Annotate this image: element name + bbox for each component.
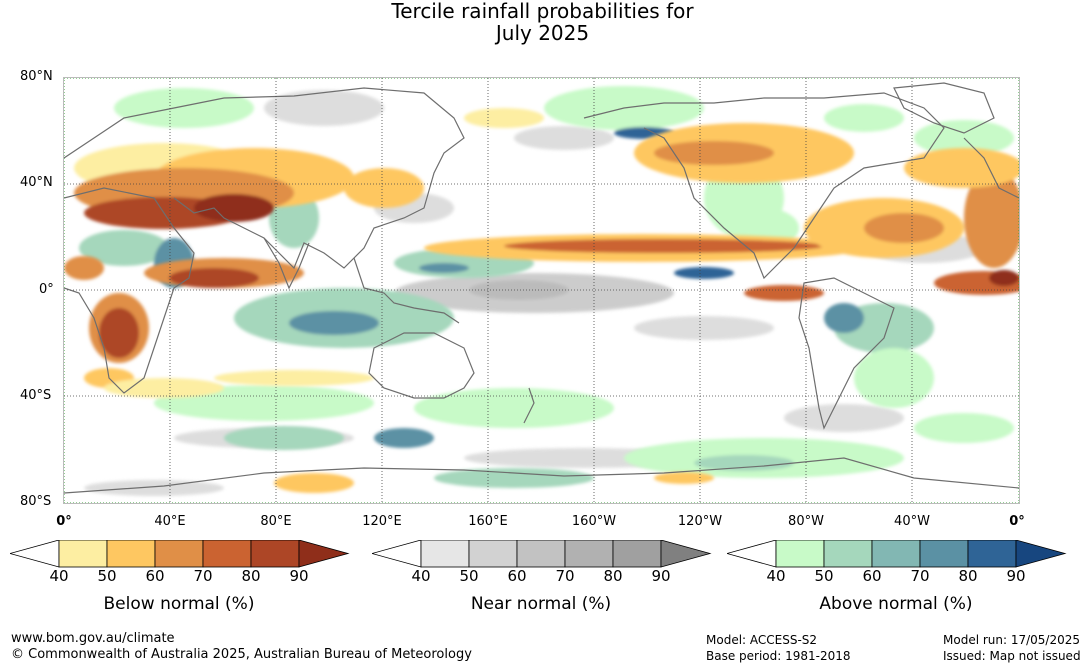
- tick-near-70: 70: [555, 567, 575, 585]
- footer-model-info: Model: ACCESS-S2 Base period: 1981-2018: [706, 632, 851, 664]
- footer-issued: Issued: Map not issued: [943, 649, 1081, 663]
- lon-label-160w: 160°W: [571, 514, 617, 529]
- tick-below-40: 40: [49, 567, 69, 585]
- tick-near-50: 50: [459, 567, 479, 585]
- colorbar-near-normal: [372, 540, 712, 568]
- lon-label-120w: 120°W: [677, 514, 723, 529]
- coastlines: [64, 82, 1019, 494]
- legend-near-normal: [372, 540, 712, 568]
- tick-above-90: 90: [1006, 567, 1026, 585]
- map-title-line2: July 2025: [495, 21, 590, 45]
- footer-run-info: Model run: 17/05/2025 Issued: Map not is…: [943, 632, 1081, 664]
- lon-label-40w: 40°W: [894, 514, 930, 529]
- lon-label-80w: 80°W: [788, 514, 824, 529]
- lat-label-equator: 0°: [39, 282, 54, 297]
- footer-base-period: Base period: 1981-2018: [706, 649, 851, 663]
- lon-label-0-left: 0°: [56, 514, 72, 529]
- colorbar-above-normal: [727, 540, 1067, 568]
- above-normal-patches: [79, 86, 1014, 488]
- footer-copyright: © Commonwealth of Australia 2025, Austra…: [11, 647, 472, 662]
- legend-below-normal: [10, 540, 350, 568]
- lon-label-160e: 160°E: [468, 514, 508, 529]
- map-title-line1: Tercile rainfall probabilities for: [391, 0, 694, 23]
- lon-label-120e: 120°E: [362, 514, 402, 529]
- tick-above-80: 80: [958, 567, 978, 585]
- tick-above-40: 40: [766, 567, 786, 585]
- lon-label-40e: 40°E: [154, 514, 186, 529]
- footer-url-link[interactable]: www.bom.gov.au/climate: [11, 631, 175, 646]
- tick-near-40: 40: [411, 567, 431, 585]
- map-canvas: [64, 78, 1019, 503]
- legend-title-above-normal: Above normal (%): [819, 594, 973, 614]
- tick-below-70: 70: [193, 567, 213, 585]
- tick-above-60: 60: [862, 567, 882, 585]
- tick-below-90: 90: [289, 567, 309, 585]
- lon-label-80e: 80°E: [260, 514, 292, 529]
- rainfall-probability-map: [63, 77, 1020, 504]
- tick-below-50: 50: [97, 567, 117, 585]
- tick-above-70: 70: [910, 567, 930, 585]
- tick-near-60: 60: [507, 567, 527, 585]
- below-normal-patches: [64, 108, 1019, 493]
- tick-below-80: 80: [241, 567, 261, 585]
- tick-above-50: 50: [814, 567, 834, 585]
- tick-near-90: 90: [651, 567, 671, 585]
- gridlines: [64, 78, 1019, 503]
- tick-near-80: 80: [603, 567, 623, 585]
- footer-left: www.bom.gov.au/climate © Commonwealth of…: [11, 631, 472, 663]
- lat-label-40n: 40°N: [20, 175, 53, 190]
- lat-label-40s: 40°S: [20, 388, 52, 403]
- tick-below-60: 60: [145, 567, 165, 585]
- lat-label-80n: 80°N: [20, 69, 53, 84]
- legend-title-below-normal: Below normal (%): [103, 594, 255, 614]
- footer-model: Model: ACCESS-S2: [706, 633, 818, 647]
- lat-label-80s: 80°S: [20, 494, 52, 509]
- lon-label-0-right: 0°: [1009, 514, 1025, 529]
- colorbar-below-normal: [10, 540, 350, 568]
- legend-title-near-normal: Near normal (%): [470, 594, 612, 614]
- footer-model-run: Model run: 17/05/2025: [943, 633, 1081, 647]
- legend-above-normal: [727, 540, 1067, 568]
- map-title: Tercile rainfall probabilities for July …: [0, 0, 1085, 44]
